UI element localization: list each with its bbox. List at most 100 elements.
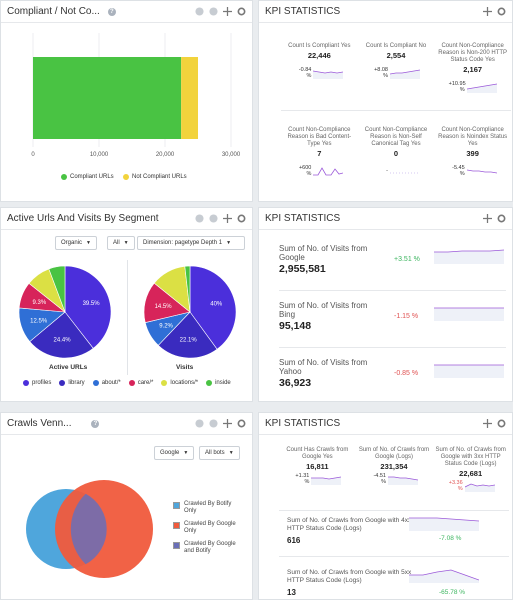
settings-icon[interactable]: [209, 7, 218, 16]
bar-segment[interactable]: [33, 57, 182, 139]
kpi-value: 2,167: [463, 65, 483, 74]
move-icon[interactable]: [223, 419, 232, 428]
kpi-value: 16,811: [306, 462, 329, 471]
gear-icon[interactable]: [497, 419, 506, 428]
gear-icon[interactable]: [497, 214, 506, 223]
kpi-cell: Sum of No. of Crawls from Google with 3x…: [432, 443, 509, 503]
help-icon[interactable]: ?: [91, 419, 100, 428]
segment-legend-item[interactable]: profiles: [23, 380, 51, 386]
kpi-change: +10.95 %: [448, 81, 466, 93]
move-icon[interactable]: [223, 7, 232, 16]
gear-icon[interactable]: [237, 419, 246, 428]
kpi-change: -1.15 %: [394, 313, 419, 320]
help-icon[interactable]: ?: [107, 7, 116, 16]
legend-label: care/*: [137, 380, 154, 386]
kpi-label: Count Is Compliant No: [365, 43, 427, 49]
segment-pies: 39.5% 24.4% 12.5% 9.3% 40% 22.1% 9.2% 14.5%: [18, 265, 237, 359]
gear-icon[interactable]: [237, 214, 246, 223]
settings-icon[interactable]: [209, 419, 218, 428]
pie-data-label: 40%: [210, 301, 223, 307]
kpi-panel-visits: KPI STATISTICS Sum of No. of Visits from…: [258, 207, 513, 402]
pie-data-label: 12.5%: [30, 318, 48, 324]
panel-title: KPI STATISTICS: [265, 418, 341, 429]
bot-source-dropdown[interactable]: Google ▼: [154, 446, 195, 460]
panel-header: Active Urls And Visits By Segment: [1, 208, 252, 230]
legend-not-compliant[interactable]: Not Compliant URLs: [123, 174, 187, 180]
sparkline: [311, 476, 342, 485]
segment-legend-item[interactable]: care/*: [128, 380, 154, 386]
pie-slice[interactable]: [48, 265, 66, 313]
sparkline: [434, 307, 504, 321]
kpi-panel-compliance: KPI STATISTICS Count Is Compliant Yes 22…: [258, 0, 513, 202]
move-icon[interactable]: [483, 214, 492, 223]
sparkline: [434, 364, 504, 378]
legend-compliant[interactable]: Compliant URLs: [61, 174, 114, 180]
kpi-label: Sum of No. of Visits from Bing: [279, 301, 368, 319]
x-tick-label: 20,000: [156, 152, 175, 158]
kpi-change: -5.45 %: [452, 165, 465, 177]
kpi-cell: Count Is Compliant Yes 22,446 -0.84 %: [281, 31, 358, 111]
pie-slice[interactable]: [157, 311, 218, 359]
sparkline: [409, 569, 479, 583]
panel-title: KPI STATISTICS: [265, 6, 341, 17]
edit-icon[interactable]: [195, 214, 204, 223]
dropdown-value: Google: [160, 450, 180, 456]
kpi-row-5xx: Sum of No. of Crawls from Google with 5x…: [279, 563, 509, 599]
dimension-dropdown[interactable]: Dimension: pagetype Depth 1 ▼: [137, 236, 245, 250]
segment-legend-item[interactable]: library: [59, 380, 85, 386]
legend-botify-only[interactable]: Crawled By Botify Only: [173, 501, 244, 515]
venn-legend: Crawled By Botify Only Crawled By Google…: [173, 501, 244, 555]
panel-header: Compliant / Not Co... ?: [1, 1, 252, 23]
segment-legend-item[interactable]: about/*: [92, 380, 121, 386]
kpi-panel-crawls: KPI STATISTICS Count Has Crawls from Goo…: [258, 412, 513, 600]
legend-google-and-botify[interactable]: Crawled By Google and Botify: [173, 541, 244, 555]
legend-swatch: [59, 380, 66, 386]
legend-label: Crawled By Google and Botify: [184, 541, 236, 554]
legend-swatch: [206, 380, 213, 386]
legend-label: Not Compliant URLs: [132, 174, 187, 180]
gear-icon[interactable]: [237, 7, 246, 16]
kpi-label: Sum of No. of Visits from Google: [279, 244, 368, 262]
gear-icon[interactable]: [497, 7, 506, 16]
bar-segment[interactable]: [181, 57, 198, 139]
venn-diagram: [26, 480, 153, 578]
filter-dropdown[interactable]: All ▼: [107, 236, 135, 250]
kpi-label: Count Has Crawls from Google Yes: [286, 447, 349, 460]
pie-slice[interactable]: [189, 265, 237, 350]
pie-slice[interactable]: [184, 265, 191, 313]
move-icon[interactable]: [223, 214, 232, 223]
kpi-label: Count Non-Compliance Reason is Bad Conte…: [287, 127, 352, 147]
x-tick-label: 30,000: [222, 152, 241, 158]
segment-legend-item[interactable]: locations/*: [161, 380, 198, 386]
sparkline: [313, 167, 344, 176]
kpi-value: 0: [393, 149, 399, 158]
kpi-change: +3.36 %: [448, 480, 463, 492]
not-compliant-swatch: [123, 174, 129, 180]
kpi-grid: Count Is Compliant Yes 22,446 -0.84 % Co…: [281, 31, 511, 191]
edit-icon[interactable]: [195, 419, 204, 428]
botify-only-swatch: [173, 502, 180, 509]
legend-label: Crawled By Botify Only: [184, 501, 232, 514]
source-dropdown[interactable]: Organic ▼: [55, 236, 97, 250]
segment-legend-item[interactable]: inside: [206, 380, 231, 386]
compliant-swatch: [61, 174, 67, 180]
move-icon[interactable]: [483, 419, 492, 428]
sparkline: [389, 172, 420, 174]
legend-google-only[interactable]: Crawled By Google Only: [173, 521, 244, 535]
panel-header: KPI STATISTICS: [259, 208, 512, 230]
legend-label: inside: [215, 380, 231, 386]
kpi-row-4xx: Sum of No. of Crawls from Google with 4x…: [279, 510, 509, 557]
pie-slice[interactable]: [64, 265, 112, 349]
sparkline: [434, 249, 504, 264]
legend-label: locations/*: [170, 380, 199, 386]
kpi-change: +1.31 %: [295, 473, 310, 485]
pie-slice[interactable]: [29, 311, 94, 359]
kpi-row: Sum of No. of Visits from Yahoo 36,923 -…: [279, 348, 506, 401]
legend-label: Compliant URLs: [70, 174, 114, 180]
edit-icon[interactable]: [195, 7, 204, 16]
move-icon[interactable]: [483, 7, 492, 16]
venn-intersection[interactable]: [70, 493, 107, 565]
kpi-label: Sum of No. of Visits from Yahoo: [279, 358, 368, 376]
bots-dropdown[interactable]: All bots ▼: [199, 446, 240, 460]
settings-icon[interactable]: [209, 214, 218, 223]
